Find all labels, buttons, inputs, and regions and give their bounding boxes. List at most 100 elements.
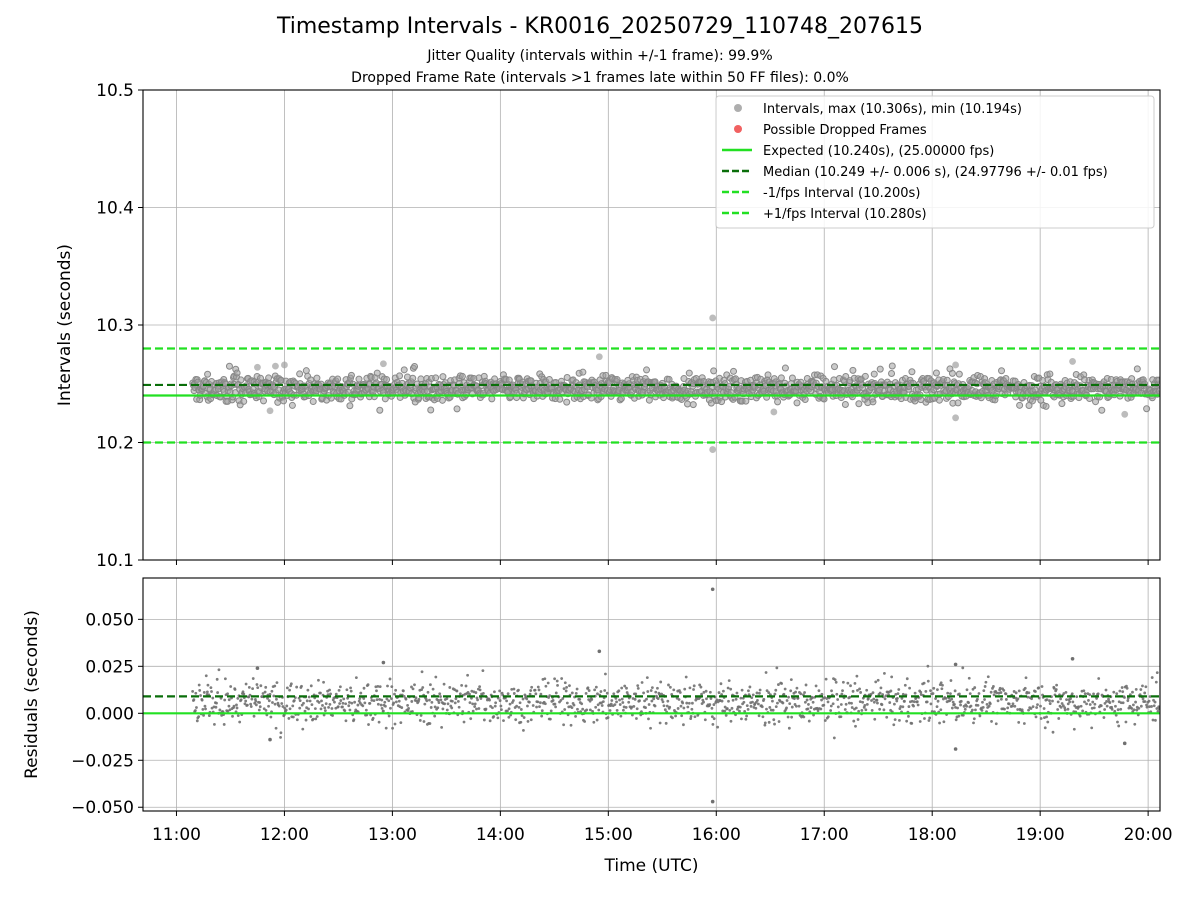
residual-point bbox=[897, 688, 901, 691]
residual-point bbox=[702, 690, 706, 694]
residual-point bbox=[339, 699, 343, 702]
residual-point bbox=[527, 700, 531, 704]
residual-point bbox=[859, 691, 863, 694]
residual-point bbox=[775, 666, 779, 670]
residual-point bbox=[763, 721, 767, 725]
interval-point bbox=[556, 395, 564, 403]
residual-point bbox=[990, 720, 993, 723]
residual-point bbox=[1079, 704, 1083, 708]
residual-point bbox=[1145, 705, 1149, 709]
residual-point bbox=[1014, 696, 1018, 700]
residual-point bbox=[349, 686, 352, 690]
residual-point bbox=[562, 687, 566, 691]
residual-point bbox=[822, 703, 826, 707]
residual-point bbox=[289, 682, 293, 686]
interval-point bbox=[417, 375, 425, 383]
residual-point bbox=[319, 691, 322, 695]
residual-point bbox=[1072, 727, 1076, 731]
residual-point bbox=[820, 698, 823, 702]
residual-point bbox=[620, 686, 624, 690]
residual-point bbox=[710, 715, 714, 719]
residual-point bbox=[300, 684, 303, 688]
residual-point bbox=[610, 699, 614, 702]
residual-point bbox=[443, 702, 447, 706]
residual-point bbox=[722, 689, 725, 693]
residual-point bbox=[321, 704, 324, 707]
residual-point bbox=[440, 725, 444, 729]
residual-point bbox=[961, 666, 965, 670]
residual-point bbox=[428, 722, 432, 725]
residual-point bbox=[1003, 707, 1006, 711]
residual-point bbox=[883, 671, 886, 675]
x-tick-label: 18:00 bbox=[908, 825, 957, 845]
residual-point bbox=[852, 719, 856, 723]
residual-point bbox=[744, 717, 748, 721]
interval-point bbox=[1016, 401, 1024, 409]
residual-point bbox=[720, 699, 724, 703]
interval-point bbox=[280, 397, 288, 405]
y-tick-label: −0.025 bbox=[71, 751, 134, 771]
residual-point bbox=[901, 692, 905, 696]
residual-point bbox=[1069, 697, 1072, 701]
residual-point bbox=[273, 702, 277, 706]
residual-point bbox=[268, 692, 272, 696]
residual-point bbox=[790, 715, 794, 719]
residual-point bbox=[1110, 707, 1114, 711]
x-tick-label: 17:00 bbox=[800, 825, 849, 845]
residual-point bbox=[206, 683, 210, 687]
interval-point bbox=[1098, 406, 1106, 414]
residual-point bbox=[738, 705, 742, 709]
residual-point bbox=[839, 703, 843, 706]
residual-point bbox=[198, 689, 202, 692]
residual-point bbox=[455, 689, 459, 693]
residual-point bbox=[251, 677, 255, 680]
residual-point bbox=[1052, 686, 1056, 690]
residual-point bbox=[418, 719, 422, 722]
residual-point bbox=[445, 697, 449, 701]
residual-point bbox=[376, 684, 380, 688]
residual-point bbox=[666, 699, 670, 703]
residual-point bbox=[476, 698, 479, 702]
residual-point bbox=[428, 698, 431, 702]
residual-point bbox=[976, 697, 979, 701]
residual-point bbox=[636, 684, 640, 688]
residual-point bbox=[926, 679, 930, 683]
residual-point bbox=[203, 704, 207, 708]
residual-point bbox=[410, 700, 414, 703]
residual-point bbox=[705, 697, 708, 701]
residual-point bbox=[298, 699, 302, 703]
residual-point bbox=[963, 707, 967, 711]
residual-point bbox=[634, 692, 638, 696]
interval-point bbox=[689, 401, 697, 409]
residual-point bbox=[764, 671, 768, 674]
interval-point bbox=[742, 397, 750, 405]
residual-point bbox=[885, 715, 889, 719]
residual-point bbox=[406, 709, 410, 712]
residual-point bbox=[1131, 690, 1134, 694]
interval-point bbox=[411, 363, 419, 371]
residual-point bbox=[315, 715, 319, 718]
residual-point bbox=[1139, 704, 1143, 708]
residual-point bbox=[1153, 700, 1157, 704]
residual-point bbox=[254, 699, 258, 703]
interval-point bbox=[793, 399, 801, 407]
residual-point bbox=[950, 706, 954, 710]
residual-point bbox=[621, 701, 625, 704]
residual-point bbox=[965, 704, 969, 708]
residual-point bbox=[391, 726, 394, 730]
residual-point bbox=[1006, 706, 1010, 710]
residual-point bbox=[352, 718, 356, 721]
residual-point bbox=[840, 692, 844, 696]
residual-point bbox=[554, 691, 558, 695]
residual-point bbox=[776, 701, 779, 705]
residual-point bbox=[632, 705, 636, 708]
residual-point bbox=[267, 704, 270, 708]
residual-point bbox=[804, 683, 808, 687]
residual-point bbox=[618, 698, 621, 702]
residual-point bbox=[439, 698, 443, 702]
interval-point bbox=[788, 374, 796, 382]
residual-point bbox=[361, 704, 365, 708]
residual-point bbox=[1043, 726, 1047, 730]
interval-point bbox=[684, 400, 692, 408]
residual-point bbox=[218, 708, 222, 712]
